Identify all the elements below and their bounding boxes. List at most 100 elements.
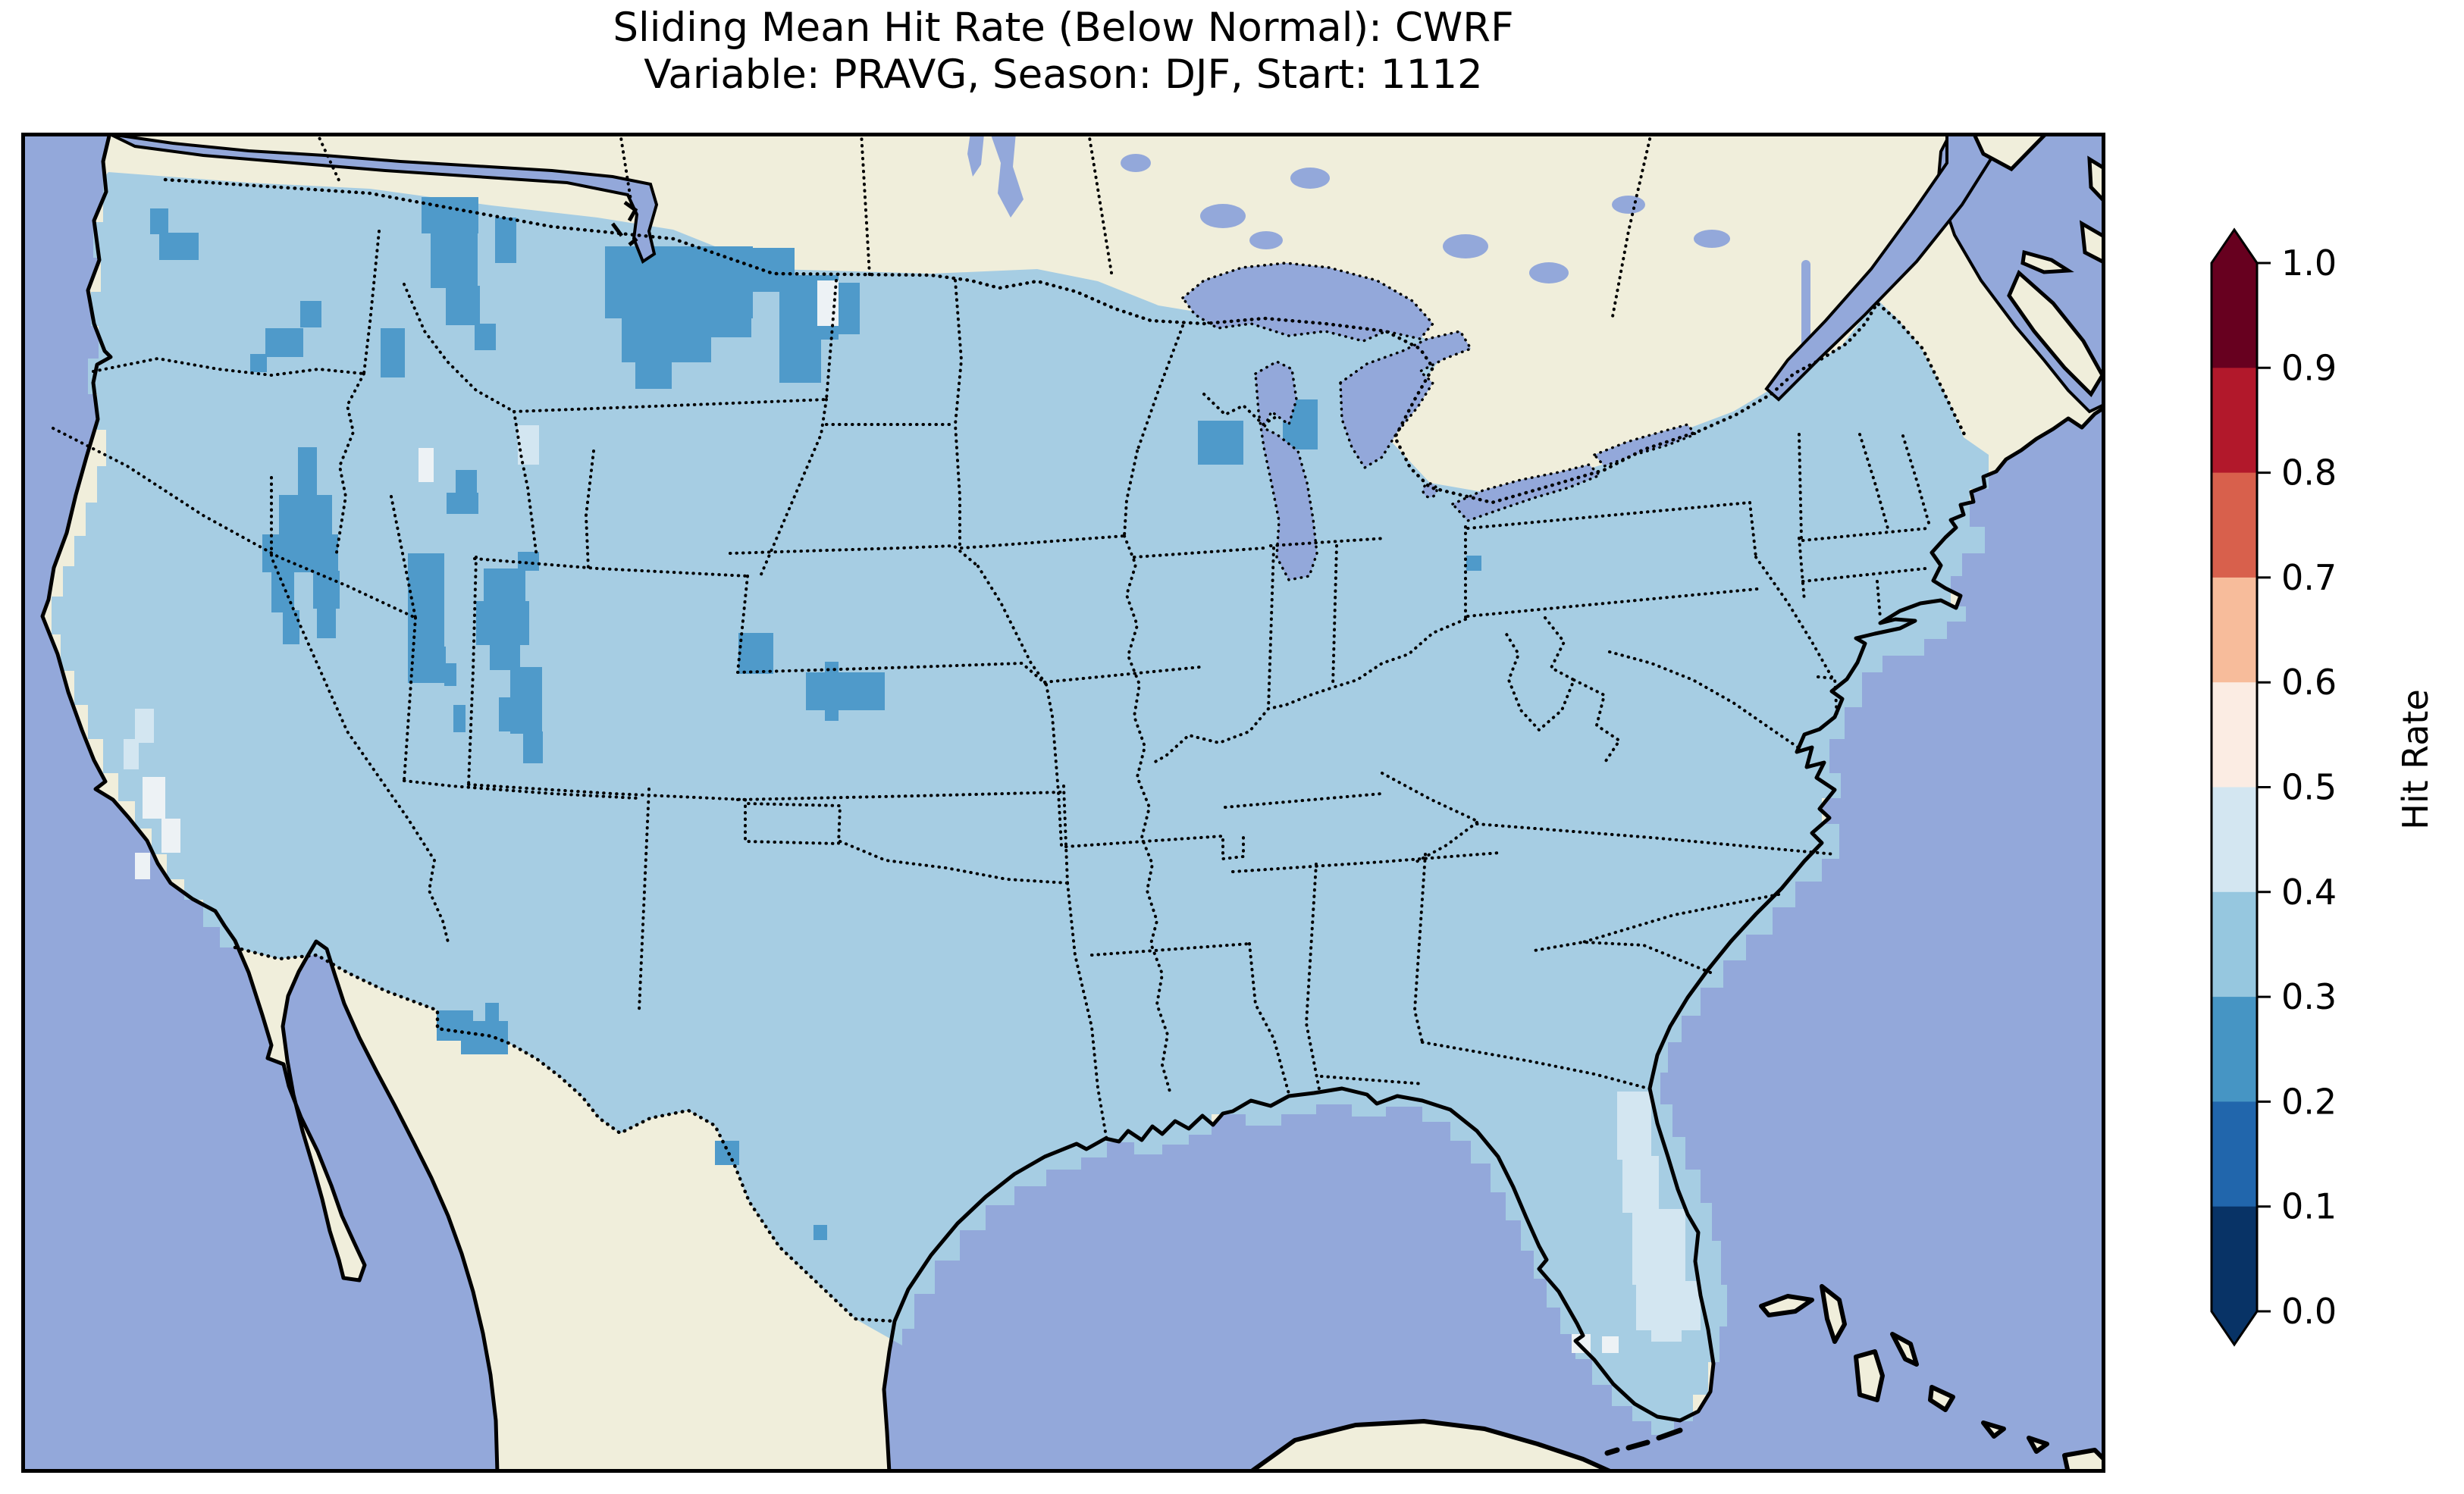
colorbar: 1.0 0.9 0.8 0.7 0.6 0.5 0.4 0.3 0.2 0.1 0.0 Hit Ra… [2183,220,2464,1402]
cape-breton [2079,220,2105,265]
colorbar-tick-label: 0.6 [2281,662,2337,703]
colorbar-ticks: 1.0 0.9 0.8 0.7 0.6 0.5 0.4 0.3 0.2 0.1 0.0 [2257,243,2337,1332]
grid-cell-eastern-washington [265,328,303,357]
newfoundland-fragment [2087,155,2105,205]
grid-cell-central-nevada [283,610,299,644]
grid-cell-northern-idaho-panhandle [475,324,496,350]
grid-cell-florida-keys-white [1602,1336,1619,1353]
gaspe [1971,133,2050,172]
grid-cell-four-corners-lone-cell [453,705,466,732]
figure-title: Sliding Mean Hit Rate (Below Normal): CW… [21,5,2105,99]
lake-champlain [1801,260,1810,351]
grand-bahama [1759,1294,1814,1317]
abaco [1820,1284,1847,1344]
grid-cell-central-nevada [279,495,332,537]
cay-1 [1981,1420,2006,1439]
colorbar-bin-2 [2212,472,2257,578]
colorbar-tick-label: 0.2 [2281,1081,2337,1122]
grid-cell-eastern-california-white [143,777,165,819]
grid-cell-eastern-washington [250,354,267,372]
long-island-bahamas [1928,1385,1955,1412]
colorbar-bin-8 [2212,1101,2257,1207]
lake-st-clair [1422,482,1438,499]
figure-title-line2: Variable: PRAVG, Season: DJF, Start: 111… [644,52,1483,98]
lake-winnipeg [990,133,1024,218]
grid-cell-central-utah [444,663,456,686]
grid-cell-northern-idaho-panhandle [495,218,516,263]
colorbar-tick-label: 0.0 [2281,1291,2337,1332]
islands [1247,1284,2105,1473]
grid-cell-colorado-nebraska-border [738,633,773,674]
grid-cell-northeast-utah-white [419,448,434,482]
map-svg [21,133,2105,1473]
grid-cell-washington-coast [159,233,199,260]
grid-cell-western-new-york [1466,556,1481,571]
colorbar-tick-label: 0.1 [2281,1186,2337,1227]
grid-cell-northwest-wyoming-yellowstone [518,425,539,465]
maritime-islands [1971,133,2105,398]
grid-cell-northern-idaho-panhandle [446,286,480,325]
grid-cell-florida-east-coast [1622,1156,1659,1213]
national-borders [163,177,1968,1323]
grid-cell-new-mexico-bootheel-border [461,1021,508,1054]
colorbar-outline [2210,227,2259,1347]
grid-cell-eastern-california-white [135,853,150,879]
grid-cell-north-central-montana [685,315,751,337]
lake-michigan [1254,360,1318,581]
colorbar-bin-6 [2212,891,2257,998]
strait-juan-de-fuca-puget-sound [109,133,659,265]
colorbar-tick-label: 0.4 [2281,872,2337,913]
eleuthera [1890,1332,1919,1367]
colorbar-tick-label: 0.9 [2281,347,2337,388]
grid-cell-central-nevada [271,571,294,612]
colorbar-bin-4 [2212,682,2257,788]
grid-cell-nebraska-kansas-border [806,672,885,710]
grid-cell-central-utah [408,553,444,648]
grid-cell-nebraska-kansas-border [825,662,839,674]
colorbar-tick-label: 1.0 [2281,243,2337,283]
grid-cell-eastern-california-white [161,819,180,853]
grid-cell-new-mexico-bootheel-border [485,1003,499,1023]
grid-cell-west-central-colorado [518,552,539,571]
grid-cell-eastern-washington [300,301,321,327]
cay-2 [2027,1436,2049,1454]
grid-cell-southwest-colorado [510,667,542,734]
grid-cell-northeast-montana-north-dakota [779,339,821,383]
canada-lakes [967,133,1810,351]
grid-cell-nebraska-kansas-border [825,709,839,721]
map-axes [21,133,2105,1473]
lake-winnipegosis [967,133,984,177]
map-frame [21,133,2105,1473]
grid-cell-eastern-california-light [124,739,139,769]
grid-cell-southwest-colorado [499,697,514,731]
lake-ontario [1592,422,1698,468]
coastline [40,133,2105,1473]
colorbar-segments [2212,230,2257,1345]
grid-cell-north-central-montana [605,246,753,318]
andros [1854,1349,1885,1402]
grid-cell-southwest-colorado [523,731,543,763]
cuba [1247,1419,1616,1473]
grid-cell-west-central-colorado [484,568,525,603]
hit-rate-patch-cells [124,197,1701,1353]
grid-cell-southwest-montana [456,470,477,493]
figure-title-line1: Sliding Mean Hit Rate (Below Normal): CW… [613,5,1514,51]
grid-cell-west-central-colorado [476,601,529,645]
colorbar-bin-3 [2212,577,2257,683]
colorbar-bin-5 [2212,787,2257,893]
grid-cell-rio-grande-big-bend [715,1141,739,1165]
grid-cell-northern-idaho-panhandle [422,197,478,233]
grid-cell-central-utah [408,647,446,683]
grid-cell-southwest-montana [447,493,478,514]
grid-cell-northern-idaho-panhandle [381,328,405,377]
grid-cell-washington-coast [150,208,168,234]
grid-cell-florida-east-coast [1632,1209,1685,1285]
colorbar-svg: 1.0 0.9 0.8 0.7 0.6 0.5 0.4 0.3 0.2 0.1 0.0 Hit Ra… [2210,227,2436,1347]
florida-keys [1604,1427,1683,1456]
colorbar-bin-9 [2212,1206,2257,1312]
colorbar-tick-label: 0.8 [2281,453,2337,493]
colorbar-axis-label: Hit Rate [2395,689,2436,830]
grid-cell-central-nevada [317,606,336,638]
colorbar-tick-label: 0.7 [2281,557,2337,598]
